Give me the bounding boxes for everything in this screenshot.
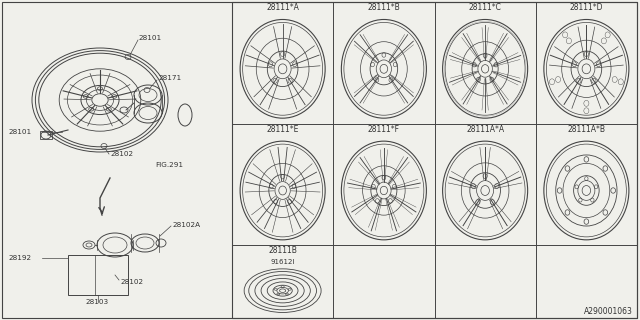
Text: 28111*C: 28111*C <box>468 4 502 12</box>
Text: 28111*A: 28111*A <box>266 4 299 12</box>
Text: 28171: 28171 <box>158 75 181 81</box>
Text: 28111A*B: 28111A*B <box>568 125 605 134</box>
Text: 28103: 28103 <box>85 299 108 305</box>
Text: 28111*B: 28111*B <box>367 4 400 12</box>
Text: 28192: 28192 <box>8 255 31 261</box>
Text: FIG.291: FIG.291 <box>155 162 183 168</box>
Bar <box>40 131 52 139</box>
Text: 28111*D: 28111*D <box>570 4 603 12</box>
Text: 28111A*A: 28111A*A <box>466 125 504 134</box>
Text: 28102: 28102 <box>110 151 133 157</box>
Bar <box>232 2 637 318</box>
Text: 28111B: 28111B <box>268 246 297 255</box>
Text: 28102: 28102 <box>120 279 143 285</box>
Text: 28111*F: 28111*F <box>368 125 400 134</box>
Text: 28101: 28101 <box>138 35 161 41</box>
Text: 28101: 28101 <box>8 129 31 135</box>
Text: 28102A: 28102A <box>172 222 200 228</box>
Bar <box>68 255 128 295</box>
Text: 91612I: 91612I <box>271 259 295 265</box>
Text: A290001063: A290001063 <box>584 308 633 316</box>
Text: 28111*E: 28111*E <box>266 125 299 134</box>
